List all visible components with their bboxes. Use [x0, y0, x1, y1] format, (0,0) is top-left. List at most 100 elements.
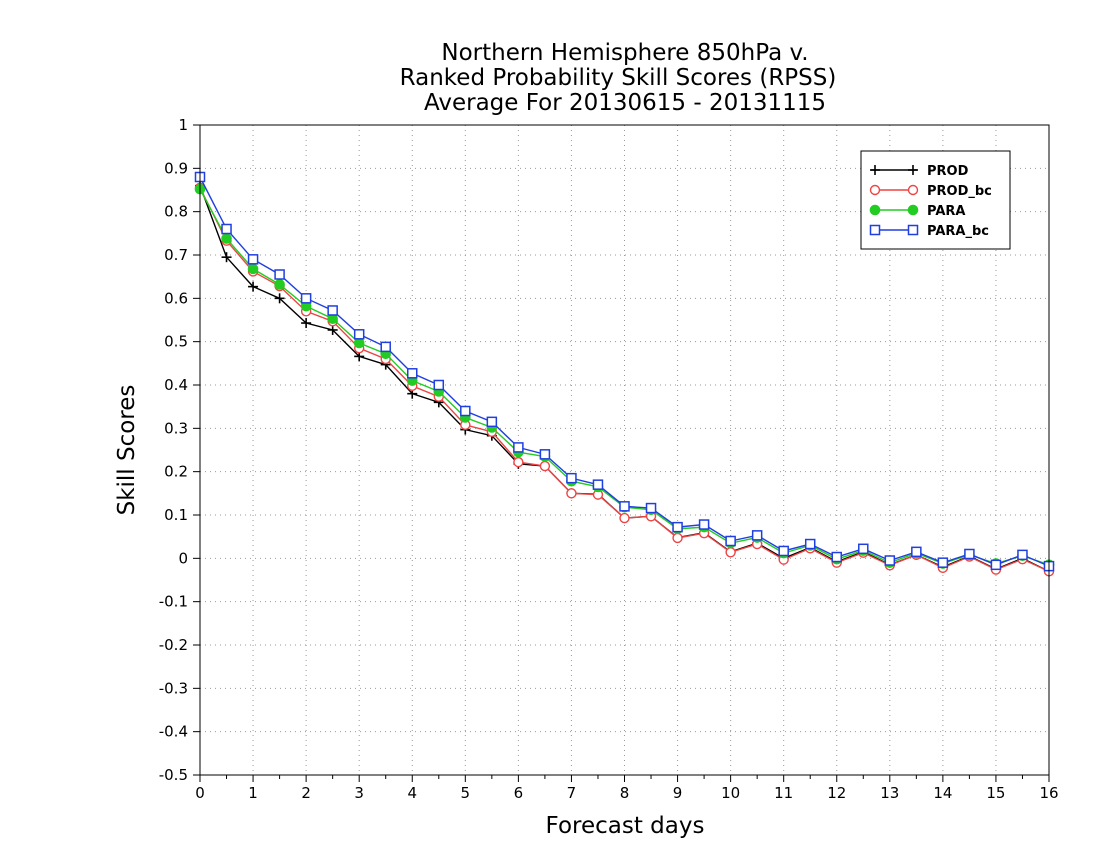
y-tick-label: 0.6: [164, 289, 188, 307]
y-tick-label: -0.5: [159, 766, 188, 784]
data-point-square: [698, 519, 710, 530]
data-point-circle: [539, 460, 551, 472]
x-tick-label: 2: [301, 784, 311, 802]
title-line-3: Average For 20130615 - 20131115: [424, 90, 826, 116]
data-point-square: [300, 293, 312, 304]
y-tick-label: -0.3: [159, 679, 188, 697]
data-point-plus: [221, 252, 232, 263]
data-point-square: [990, 559, 1002, 571]
x-tick-label: 11: [774, 784, 793, 802]
y-axis-label: Skill Scores: [114, 385, 140, 516]
data-point-square: [486, 416, 498, 428]
data-point-square: [433, 379, 445, 391]
data-point-square: [911, 546, 922, 558]
data-point-plus: [327, 324, 338, 335]
data-point-square: [460, 405, 471, 417]
data-point-square: [645, 502, 657, 514]
y-tick-label: -0.4: [159, 723, 188, 741]
data-point-circle: [619, 512, 630, 524]
y-tick-label: -0.2: [159, 636, 188, 654]
y-tick-label: 0.9: [164, 159, 188, 177]
data-point-dot: [221, 233, 232, 244]
x-tick-label: 6: [514, 784, 524, 802]
x-tick-label: 9: [673, 784, 683, 802]
legend-label: PROD: [927, 164, 969, 179]
legend-entry-para: PARA: [869, 204, 965, 219]
data-point-plus: [248, 281, 259, 292]
data-point-square: [221, 223, 232, 235]
data-point-square: [1017, 549, 1028, 561]
y-tick-label: 0.1: [164, 506, 188, 524]
x-tick-label: 1: [248, 784, 258, 802]
y-tick-label: 0.4: [164, 376, 188, 394]
x-tick-label: 13: [880, 784, 899, 802]
data-point-plus: [870, 165, 880, 175]
x-axis-ticks: 0 1 2 3 4 5 6 7 8 9 10 11 12 13 14 15 16: [195, 775, 1059, 802]
data-point-square: [964, 548, 975, 560]
y-tick-label: 0.2: [164, 463, 188, 481]
data-point-dot: [907, 204, 919, 216]
data-point-circle: [869, 184, 881, 196]
x-tick-label: 8: [620, 784, 630, 802]
data-point-square: [539, 449, 551, 460]
legend-label: PARA_bc: [927, 224, 989, 239]
x-tick-label: 15: [986, 784, 1005, 802]
series-layer: [194, 171, 1055, 577]
legend: PROD PROD_bc PARA PARA_bc: [860, 150, 1011, 250]
data-point-circle: [672, 532, 683, 544]
legend-entry-para-bc: PARA_bc: [869, 224, 989, 239]
x-tick-label: 10: [721, 784, 740, 802]
data-point-dot: [869, 204, 881, 216]
data-point-square: [407, 368, 418, 379]
x-tick-label: 5: [461, 784, 471, 802]
chart-title: Northern Hemisphere 850hPa v. Ranked Pro…: [400, 40, 837, 116]
data-point-circle: [907, 184, 919, 196]
y-tick-label: 0.5: [164, 333, 188, 351]
y-tick-label: 0.7: [164, 246, 188, 264]
x-tick-label: 16: [1039, 784, 1058, 802]
data-point-plus: [274, 293, 285, 304]
x-tick-label: 4: [407, 784, 417, 802]
data-point-square: [566, 472, 577, 484]
data-point-square: [327, 305, 338, 316]
data-point-square: [619, 501, 630, 512]
x-tick-label: 7: [567, 784, 577, 802]
y-tick-label: 0.3: [164, 419, 188, 437]
data-point-square: [907, 224, 919, 236]
title-line-1: Northern Hemisphere 850hPa v.: [441, 40, 808, 66]
data-point-square: [858, 543, 869, 555]
data-point-square: [751, 530, 763, 541]
x-tick-label: 3: [354, 784, 364, 802]
y-axis-ticks: 1 0.9 0.8 0.7 0.6 0.5 0.4 0.3 0.2 0.1 0 -0.1 -0.2 -0.…: [159, 116, 200, 784]
y-tick-label: 0.8: [164, 203, 188, 221]
data-point-circle: [513, 456, 524, 468]
data-point-dot: [274, 279, 285, 290]
y-tick-label: 0: [178, 549, 188, 567]
data-point-square: [869, 224, 881, 236]
data-point-square: [353, 329, 365, 340]
data-point-square: [672, 521, 683, 533]
data-point-square: [513, 442, 524, 453]
data-point-dot: [353, 337, 365, 349]
data-point-dot: [247, 263, 259, 275]
legend-entry-prod: PROD: [870, 164, 969, 179]
data-point-square: [274, 269, 285, 280]
x-tick-label: 14: [933, 784, 952, 802]
data-point-plus: [301, 318, 312, 329]
legend-box: [860, 150, 1011, 250]
data-point-circle: [566, 488, 577, 499]
data-point-square: [804, 538, 816, 550]
data-point-square: [592, 479, 604, 490]
legend-label: PROD_bc: [927, 184, 992, 199]
y-tick-label: 1: [178, 116, 188, 134]
data-point-square: [937, 557, 949, 568]
series-para-bc: [194, 171, 1055, 572]
data-point-square: [247, 254, 259, 265]
data-point-plus: [908, 165, 918, 175]
legend-entry-prod-bc: PROD_bc: [869, 184, 992, 199]
data-point-square: [380, 341, 391, 353]
x-axis-label: Forecast days: [546, 813, 705, 839]
x-tick-label: 12: [827, 784, 846, 802]
